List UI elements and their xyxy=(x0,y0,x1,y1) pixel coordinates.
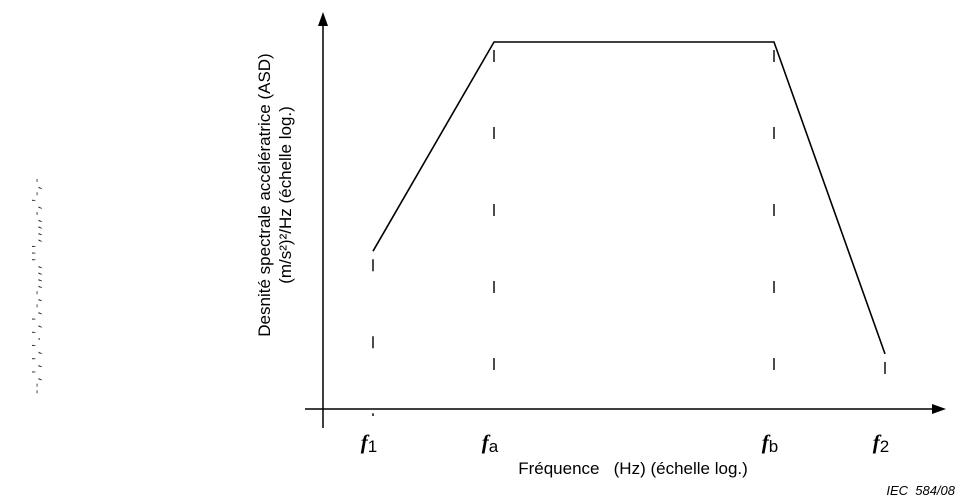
figure-reference: IEC 584/08 xyxy=(886,483,955,498)
tick-label-0: f1 xyxy=(361,430,377,456)
y-axis-label-line2: (m/s²)²/Hz (échelle log.) xyxy=(276,106,295,284)
vertical-guides xyxy=(372,50,886,416)
y-axis-label: Desnité spectrale accélératrice (ASD) (m… xyxy=(255,53,295,336)
tick-label-3: f2 xyxy=(873,430,889,456)
x-tick-labels: f1 fa fb f2 xyxy=(361,430,889,456)
y-axis-label-line1: Desnité spectrale accélératrice (ASD) xyxy=(255,53,274,336)
x-axis-label: Fréquence (Hz) (échelle log.) xyxy=(518,459,748,478)
tick-label-2: fb xyxy=(762,430,778,456)
y-axis-arrow xyxy=(318,12,328,26)
asd-profile-line xyxy=(372,41,886,355)
x-axis-arrow xyxy=(932,404,946,414)
tick-label-1: fa xyxy=(482,430,499,456)
margin-mark: --,',','.',',-,-,,,,''',,,,-,'-,- xyxy=(32,177,44,395)
